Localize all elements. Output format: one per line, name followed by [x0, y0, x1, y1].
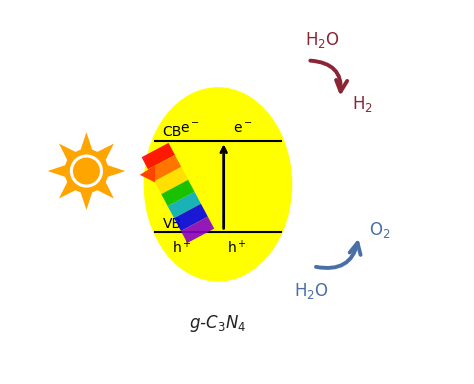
Polygon shape: [148, 155, 181, 181]
Polygon shape: [47, 132, 125, 210]
Polygon shape: [161, 180, 194, 206]
Polygon shape: [174, 204, 208, 231]
Text: H$_2$O: H$_2$O: [305, 30, 340, 50]
Text: VB: VB: [163, 217, 182, 231]
Text: e$^-$: e$^-$: [180, 122, 199, 136]
Text: g-C$_3$N$_4$: g-C$_3$N$_4$: [189, 313, 246, 334]
Text: h$^+$: h$^+$: [227, 238, 247, 256]
Text: e$^-$: e$^-$: [233, 122, 253, 136]
Text: CB: CB: [163, 126, 182, 139]
Text: h$^+$: h$^+$: [172, 238, 191, 256]
FancyArrowPatch shape: [310, 61, 347, 91]
Polygon shape: [155, 167, 188, 194]
FancyArrowPatch shape: [316, 243, 361, 268]
Circle shape: [64, 149, 109, 193]
Polygon shape: [142, 143, 175, 169]
Polygon shape: [181, 217, 214, 243]
Text: H$_2$: H$_2$: [352, 94, 373, 114]
Text: H$_2$O: H$_2$O: [294, 281, 328, 301]
Polygon shape: [168, 192, 201, 218]
Text: O$_2$: O$_2$: [369, 220, 391, 240]
Polygon shape: [140, 166, 155, 182]
Ellipse shape: [144, 87, 292, 281]
